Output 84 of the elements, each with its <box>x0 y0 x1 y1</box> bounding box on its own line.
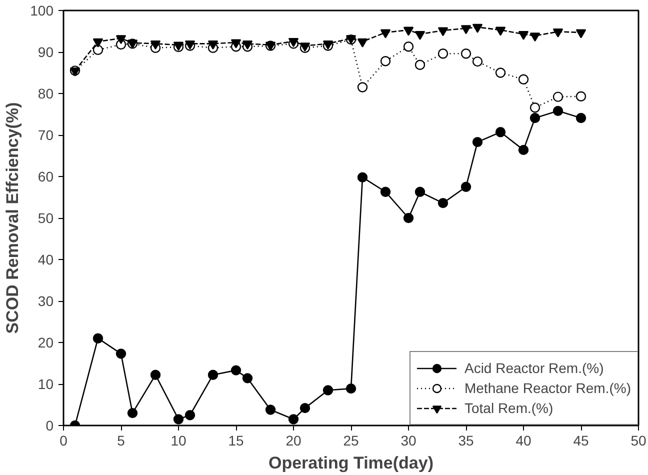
point <box>530 32 540 42</box>
x-tick-label: 30 <box>400 432 416 448</box>
point <box>552 92 564 102</box>
x-tick-label: 50 <box>630 432 646 448</box>
point <box>414 186 426 197</box>
point <box>242 373 253 384</box>
point <box>518 30 529 40</box>
point <box>380 56 391 66</box>
y-tick-label: 30 <box>38 293 54 309</box>
point <box>92 44 104 56</box>
point <box>576 112 586 124</box>
point <box>518 144 529 156</box>
x-tick-label: 20 <box>286 432 302 448</box>
point <box>127 408 138 418</box>
x-tick-label: 35 <box>458 432 474 448</box>
point <box>173 414 184 424</box>
point <box>576 91 586 102</box>
y-tick-label: 50 <box>38 210 54 226</box>
y-axis-title: SCOD Removal Effciency(%) <box>3 102 22 334</box>
point <box>495 127 506 138</box>
point <box>460 182 472 192</box>
point <box>150 40 161 50</box>
y-tick-label: 10 <box>38 376 54 392</box>
point <box>357 172 368 182</box>
point <box>116 35 126 44</box>
point <box>438 27 448 36</box>
point <box>576 29 586 38</box>
point <box>495 26 506 36</box>
point <box>403 42 414 52</box>
y-tick-label: 80 <box>38 86 54 102</box>
point <box>184 410 196 420</box>
point <box>438 198 448 208</box>
x-tick-label: 10 <box>170 432 186 448</box>
x-tick-label: 15 <box>228 432 244 448</box>
point <box>346 383 356 394</box>
point <box>208 40 218 50</box>
x-axis-title: Operating Time(day) <box>268 454 434 472</box>
point <box>472 24 483 33</box>
point <box>460 48 472 59</box>
y-tick-label: 70 <box>38 127 54 143</box>
point <box>530 102 540 113</box>
point <box>472 136 483 148</box>
point <box>116 348 126 359</box>
point <box>230 365 242 376</box>
point <box>357 82 368 92</box>
point <box>518 74 529 84</box>
y-tick-label: 20 <box>38 334 54 350</box>
x-tick-label: 45 <box>573 432 589 448</box>
point <box>472 56 483 67</box>
point <box>357 38 368 48</box>
x-tick-label: 5 <box>117 432 126 448</box>
point <box>208 370 218 380</box>
point <box>438 48 448 59</box>
point <box>552 28 564 38</box>
legend-label: Acid Reactor Rem.(%) <box>464 360 604 376</box>
point <box>495 68 506 78</box>
point <box>92 38 104 48</box>
x-tick-label: 0 <box>60 432 68 448</box>
point <box>414 60 426 70</box>
point <box>552 106 564 116</box>
point <box>288 414 299 424</box>
point <box>380 186 391 197</box>
point <box>530 112 540 124</box>
point <box>230 39 242 48</box>
point <box>150 370 161 380</box>
point <box>460 25 472 34</box>
point <box>380 29 391 38</box>
x-tick-label: 40 <box>516 432 532 448</box>
point <box>92 333 104 344</box>
point <box>300 402 310 414</box>
point <box>403 26 414 36</box>
x-tick-label: 25 <box>343 432 359 448</box>
legend-label: Total Rem.(%) <box>464 400 554 416</box>
y-tick-label: 0 <box>46 418 54 434</box>
point <box>242 40 253 50</box>
point <box>414 30 426 40</box>
point <box>265 404 276 415</box>
y-tick-label: 90 <box>38 44 54 60</box>
y-tick-label: 40 <box>38 252 54 268</box>
point <box>403 212 414 224</box>
y-tick-label: 100 <box>30 2 54 18</box>
y-tick-label: 60 <box>38 168 54 184</box>
legend-label: Methane Reactor Rem.(%) <box>464 380 631 396</box>
point <box>322 385 334 396</box>
